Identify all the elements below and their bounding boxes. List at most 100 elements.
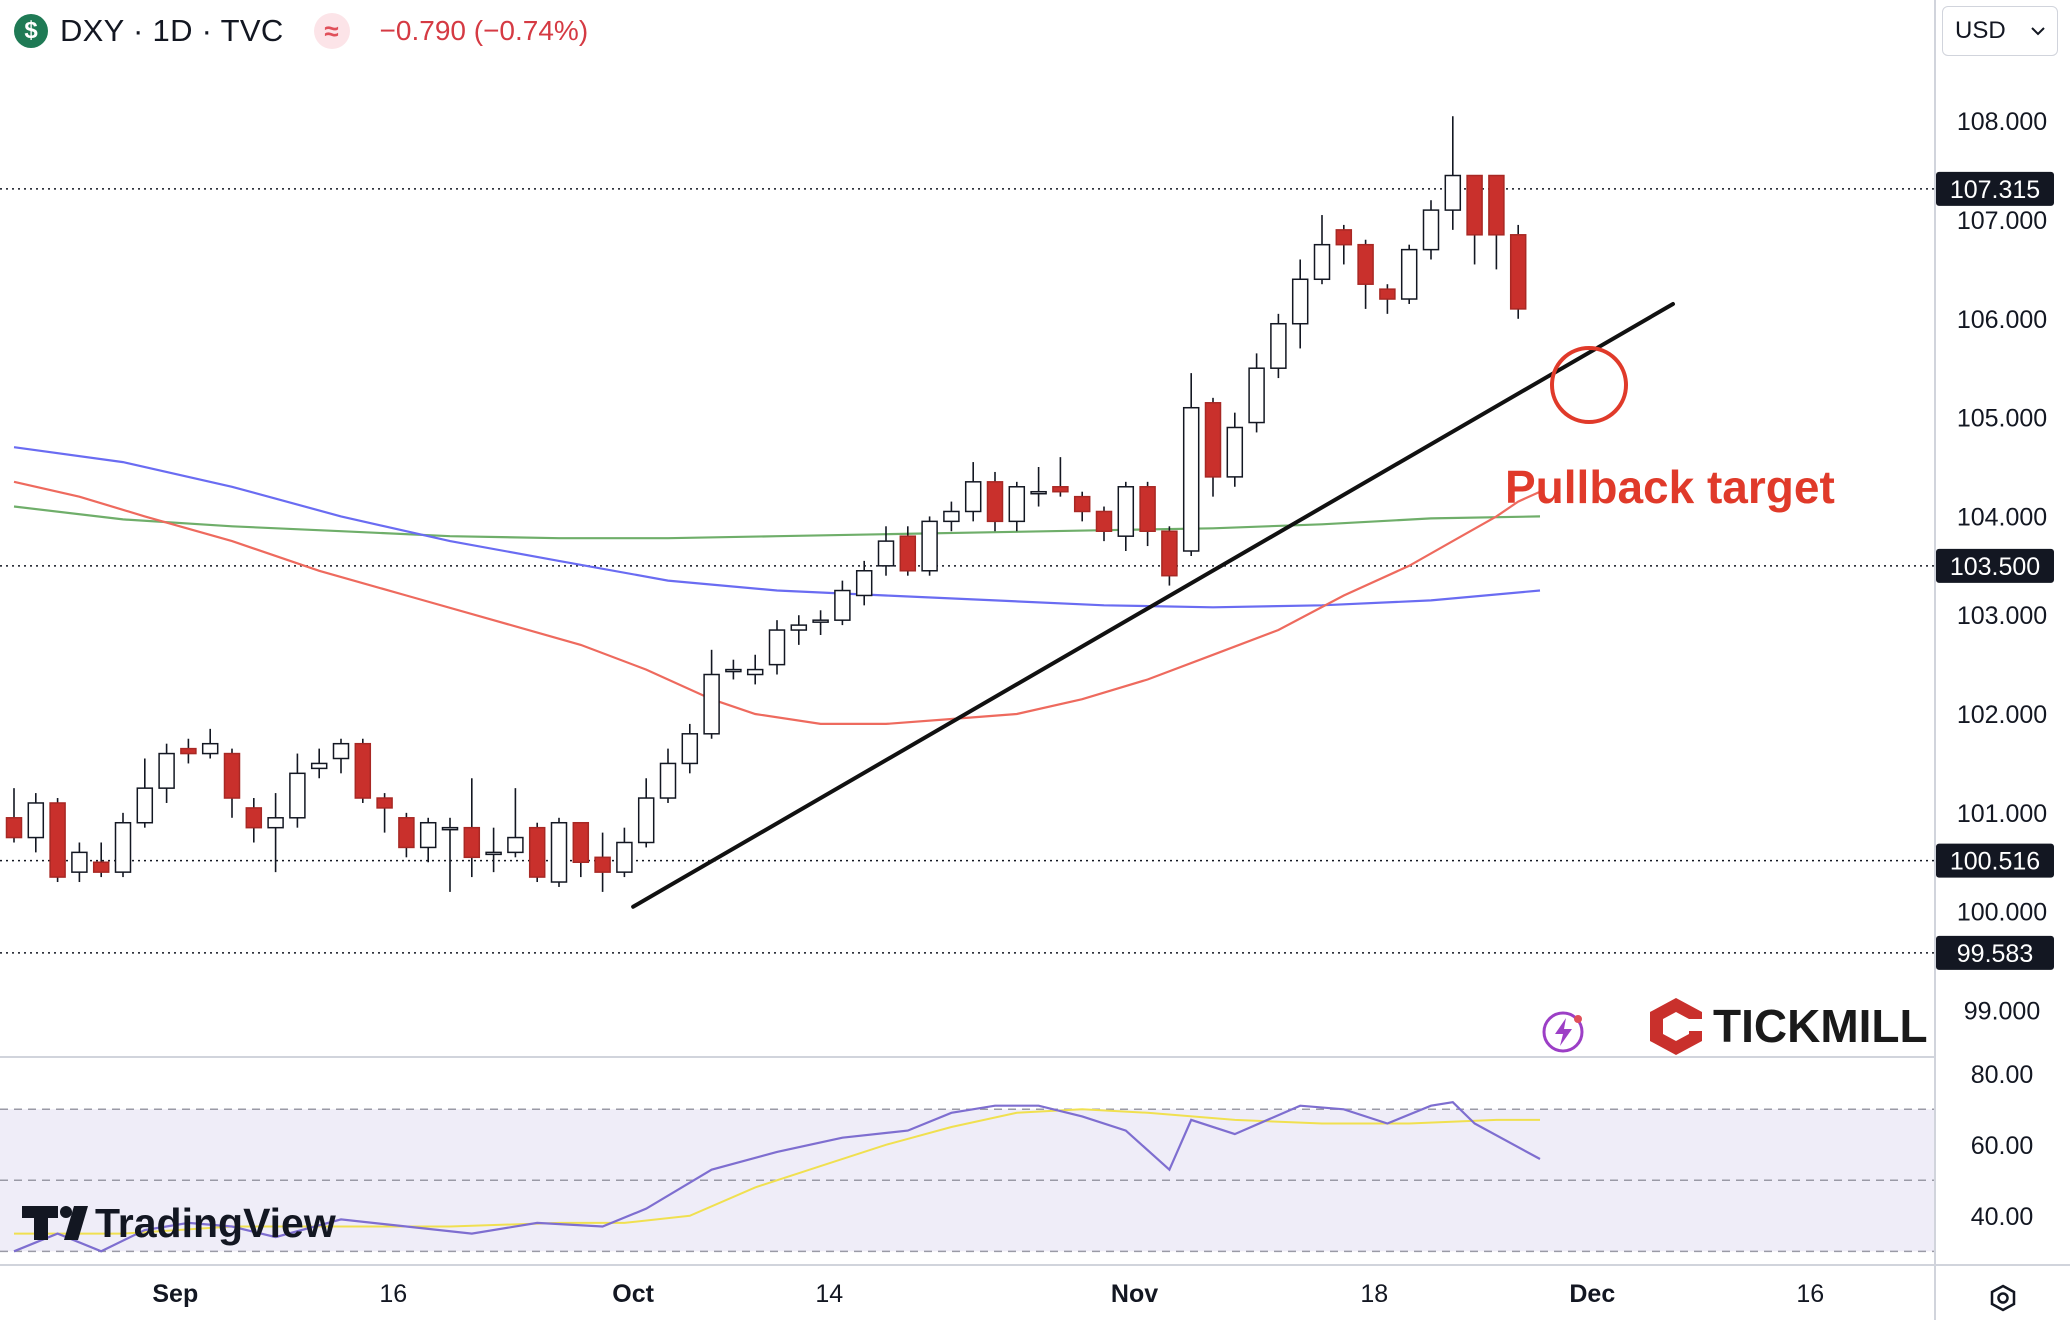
candle-body	[986, 481, 1004, 523]
lightning-icon	[1542, 1011, 1584, 1053]
candle-body	[332, 742, 350, 760]
price-tick-label: 103.000	[1957, 602, 2047, 630]
candle-body	[507, 836, 524, 854]
candle-body	[1357, 243, 1374, 285]
candle-body	[899, 535, 917, 572]
candle-body	[1379, 288, 1396, 300]
candle	[1313, 215, 1331, 285]
time-tick-label: Dec	[1569, 1280, 1615, 1308]
candle-body	[528, 826, 546, 878]
candle	[768, 620, 786, 675]
price-change: −0.790 (−0.74%)	[379, 15, 589, 46]
candle-body	[398, 817, 415, 849]
settings-dot	[1997, 1292, 2009, 1304]
candle	[485, 827, 502, 873]
candle-body	[1204, 402, 1222, 478]
candle	[158, 743, 175, 803]
time-tick-label: Sep	[152, 1280, 198, 1308]
currency-select[interactable]: USD	[1942, 6, 2058, 56]
tv-logo-slash	[64, 1206, 88, 1240]
candle	[376, 793, 393, 833]
candle-body	[637, 797, 655, 844]
candle-body	[289, 772, 306, 819]
candle	[572, 821, 590, 878]
price-tick-label: 106.000	[1957, 306, 2047, 334]
trendline	[631, 301, 1675, 909]
candle-body	[71, 851, 88, 873]
candle	[812, 610, 829, 635]
candle-body	[136, 787, 154, 824]
price-tick-label: 101.000	[1957, 800, 2047, 828]
candle	[1204, 397, 1222, 497]
candle	[245, 798, 263, 843]
tv-logo-mark	[22, 1206, 58, 1240]
candle-body	[1073, 495, 1091, 513]
candle-body	[1052, 486, 1069, 493]
tickmill-logo: TICKMILL	[1650, 998, 1928, 1055]
candle-body	[1313, 243, 1331, 281]
candle-body	[267, 817, 284, 829]
candle-body	[310, 762, 328, 770]
candle-body	[485, 851, 502, 856]
candle-body	[245, 807, 263, 829]
candle	[921, 516, 938, 576]
chart-header: $ DXY · 1D · TVC ≈ −0.790 (−0.74%)	[14, 10, 588, 52]
candle	[1139, 481, 1156, 547]
candle	[1488, 174, 1505, 270]
candle	[92, 842, 110, 878]
price-tick-label: 108.000	[1957, 108, 2047, 136]
approx-icon[interactable]: ≈	[313, 13, 350, 49]
candle-body	[1008, 486, 1026, 523]
candle	[1248, 353, 1265, 433]
candle	[1357, 239, 1374, 309]
candle	[986, 471, 1004, 532]
price-label-text: 107.315	[1950, 176, 2040, 204]
candle	[310, 748, 328, 779]
candle-body	[376, 797, 393, 809]
candle-body	[681, 733, 699, 765]
candle-body	[1400, 248, 1418, 300]
candle	[681, 723, 699, 774]
time-tick-label: 14	[815, 1280, 843, 1308]
candle-body	[201, 742, 219, 755]
candle	[1008, 481, 1026, 532]
price-tick-label: 99.000	[1964, 997, 2040, 1025]
rsi-line	[13, 1101, 1541, 1253]
candle-body	[790, 624, 808, 631]
candle-body	[1291, 278, 1309, 325]
candle	[1117, 481, 1135, 551]
candle-body	[1422, 209, 1440, 251]
candle	[71, 842, 88, 883]
price-label-text: 103.500	[1950, 553, 2040, 581]
price-label-box	[1936, 171, 2054, 206]
candle-body	[768, 629, 786, 666]
candle	[1226, 412, 1244, 487]
candle	[114, 812, 132, 878]
rsi-tick-label: 80.00	[1971, 1061, 2034, 1089]
candle	[964, 462, 982, 522]
candle	[1291, 259, 1309, 349]
tv-logo-dot	[60, 1206, 72, 1218]
time-tick-label: 16	[379, 1280, 407, 1308]
candle-body	[92, 861, 110, 873]
candle	[1466, 174, 1483, 265]
candle	[594, 832, 611, 892]
pullback-target-circle	[1550, 346, 1628, 424]
time-tick-label: 18	[1360, 1280, 1388, 1308]
candle	[5, 788, 23, 843]
price-tick-label: 102.000	[1957, 701, 2047, 729]
candle	[1182, 373, 1200, 556]
rsi-band	[0, 1109, 1935, 1252]
candle	[746, 654, 764, 685]
candle-body	[834, 589, 851, 621]
price-label-box	[1936, 843, 2054, 878]
candle	[659, 748, 677, 803]
candle	[201, 728, 219, 759]
candle-body	[725, 668, 742, 673]
candle-body	[158, 752, 175, 789]
candle	[550, 817, 568, 887]
symbol-title[interactable]: DXY · 1D · TVC	[60, 13, 284, 48]
candle-body	[441, 826, 459, 831]
candle-body	[49, 802, 66, 878]
